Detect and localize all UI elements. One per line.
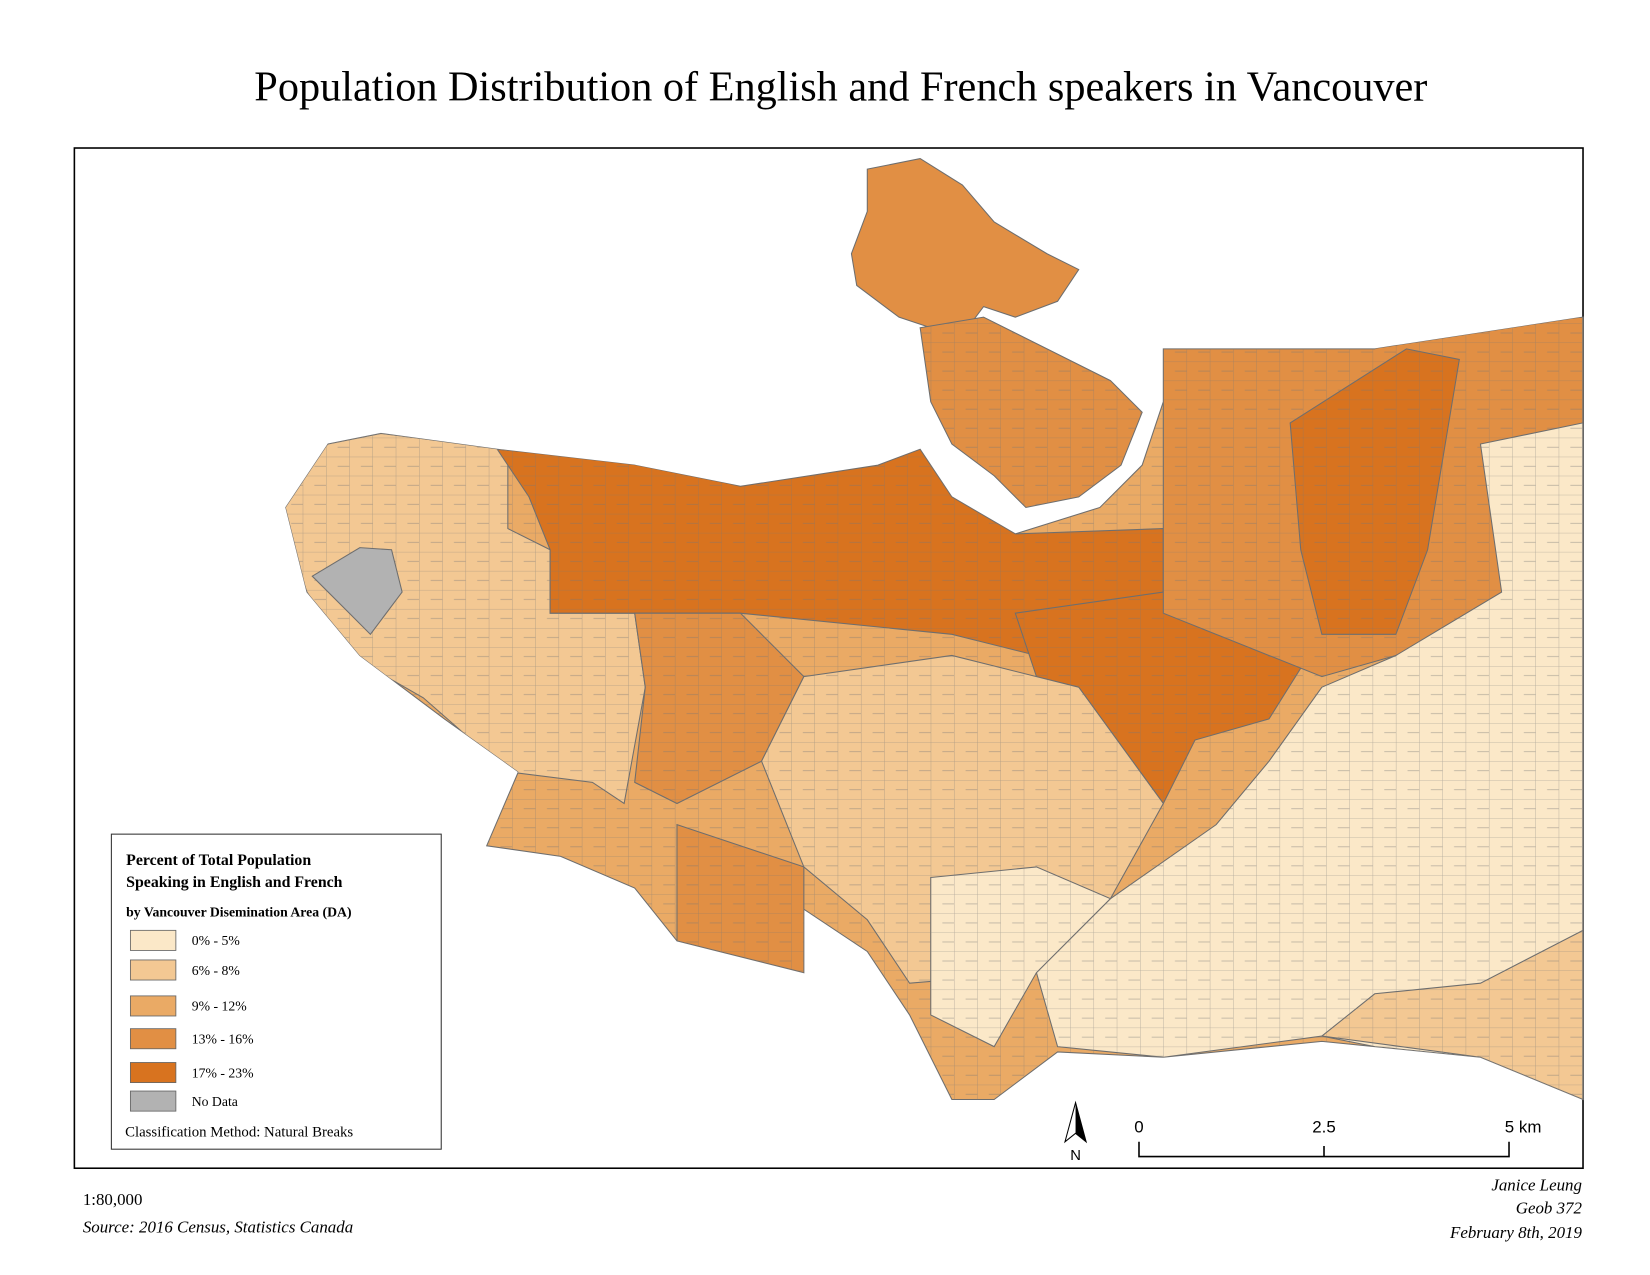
legend-title: Speaking in English and French [126,874,343,891]
downtown-boundaries [920,317,1143,508]
legend-swatch [129,1090,177,1112]
legend-label: 13% - 16% [192,1031,254,1046]
map-title: Population Distribution of English and F… [254,63,1427,110]
legend-method: Classification Method: Natural Breaks [125,1125,353,1141]
legend-label: 17% - 23% [192,1065,254,1080]
map-scale: 1:80,000 [83,1190,143,1209]
legend-swatch [129,995,177,1017]
legend: Percent of Total Population Speaking in … [110,833,442,1150]
source: Source: 2016 Census, Statistics Canada [83,1218,353,1237]
legend-label: 0% - 5% [192,933,240,948]
region-no-data [311,547,403,636]
credit: February 8th, 2019 [1449,1223,1582,1242]
legend-swatch [129,929,177,951]
legend-swatch [129,1028,177,1050]
legend-label: 9% - 12% [192,999,247,1014]
scale-label: 2.5 [1312,1117,1336,1136]
credit: Geob 372 [1516,1199,1583,1218]
legend-label: 6% - 8% [192,963,240,978]
scale-bar-line [1138,1141,1510,1158]
region-stanley-park [850,158,1080,329]
legend-title: Percent of Total Population [126,852,311,869]
scale-bar: 0 2.5 5 km [1134,1117,1542,1158]
scale-label: 0 [1134,1117,1143,1136]
legend-swatch [129,959,177,981]
legend-label: No Data [192,1094,238,1109]
north-arrow: N [1064,1100,1088,1164]
legend-swatch [129,1062,177,1084]
north-label: N [1070,1148,1081,1164]
legend-subtitle: by Vancouver Disemination Area (DA) [126,905,351,921]
credit: Janice Leung [1491,1175,1582,1194]
scale-label: 5 km [1505,1117,1542,1136]
